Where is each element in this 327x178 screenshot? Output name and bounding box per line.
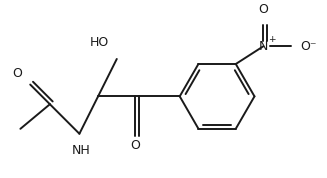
Text: O⁻: O⁻: [301, 40, 317, 53]
Text: O: O: [130, 139, 140, 152]
Text: O: O: [12, 67, 22, 80]
Text: N: N: [259, 40, 268, 53]
Text: O: O: [258, 3, 268, 16]
Text: +: +: [268, 35, 276, 44]
Text: HO: HO: [90, 36, 109, 49]
Text: NH: NH: [72, 144, 91, 157]
